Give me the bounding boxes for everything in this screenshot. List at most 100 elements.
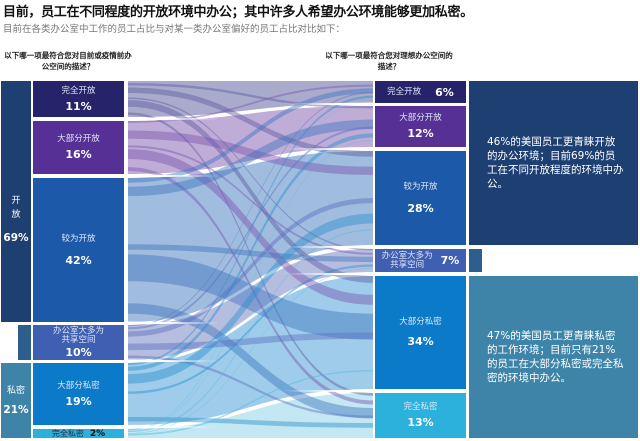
flow-link xyxy=(128,198,373,337)
left-node-fully-private: 完全私密 2% xyxy=(33,428,124,439)
flow-band xyxy=(128,81,373,117)
flow-gap xyxy=(278,102,373,106)
right-node-label-line: 共享空间 xyxy=(390,259,425,270)
flow-link xyxy=(128,140,373,431)
flow-link xyxy=(128,95,373,366)
flow-link xyxy=(128,130,373,175)
left-node-pct: 42% xyxy=(65,253,92,267)
left-node-somewhat-open: 较为开放 42% xyxy=(33,178,124,322)
flow-link xyxy=(128,149,373,305)
left-node-pct: 11% xyxy=(65,99,92,113)
flow-link xyxy=(128,88,373,183)
left-group-open-label: 开 放 xyxy=(11,194,20,222)
left-question: 以下哪一项最符合您对目前或疫情前办公空间的描述？ xyxy=(4,51,132,71)
left-node-label-line: 共享空间 xyxy=(61,334,96,345)
left-node-label: 大部分开放 xyxy=(57,134,100,144)
right-node-pct: 34% xyxy=(407,335,434,348)
flow-link xyxy=(128,92,373,327)
left-group-private: 私密 21% xyxy=(1,363,31,438)
flow-band xyxy=(128,151,373,322)
page-subtitle: 目前在各类办公室中工作的员工占比与对某一类办公室偏好的员工占比对比如下： xyxy=(3,24,346,35)
right-node-label: 完全开放 xyxy=(387,87,422,97)
right-node-label: 大部分私密 xyxy=(399,317,442,327)
left-group-private-pct: 21% xyxy=(3,403,29,416)
flow-link xyxy=(128,416,373,428)
left-node-label: 较为开放 xyxy=(61,233,96,244)
flow-gap xyxy=(278,272,373,276)
flow-band xyxy=(128,276,373,425)
flow-gap xyxy=(278,245,373,249)
left-node-mostly-open: 大部分开放 16% xyxy=(33,121,124,174)
left-node-label: 大部分私密 xyxy=(57,380,100,391)
right-node-label: 办公室大多为 共享空间 xyxy=(381,250,433,270)
right-node-label: 大部分开放 xyxy=(399,113,442,123)
left-node-fully-open: 完全开放 11% xyxy=(33,81,124,117)
left-group-open-label-line: 开 xyxy=(11,196,21,206)
left-node-label: 完全开放 xyxy=(61,85,96,96)
flow-link xyxy=(128,133,373,371)
left-group-open: 开 放 69% xyxy=(1,81,31,322)
left-node-pct: 10% xyxy=(65,345,92,359)
flow-link xyxy=(128,244,373,262)
left-group-private-label: 私密 xyxy=(6,385,25,396)
left-group-shared xyxy=(18,325,31,360)
sankey-flows xyxy=(128,81,373,438)
flow-link xyxy=(128,100,373,283)
right-question: 以下哪一项最符合您对理想办公空间的描述？ xyxy=(325,51,453,71)
left-node-pct: 19% xyxy=(65,394,92,408)
left-group-open-pct: 69% xyxy=(3,232,29,244)
flow-link xyxy=(128,126,373,330)
flow-link xyxy=(128,332,373,351)
flow-gap xyxy=(128,321,223,325)
note-private-text: 47%的美国员工更青睐私密的工作环境；目前只有21%的员工在大部分私密或完全私密… xyxy=(487,330,624,384)
flow-link xyxy=(128,268,373,434)
right-node-mostly-open: 大部分开放 12% xyxy=(375,106,466,147)
note-shared xyxy=(469,249,482,272)
right-node-mostly-private: 大部分私密 34% xyxy=(375,276,466,389)
left-node-label: 完全私密 xyxy=(51,428,84,438)
flow-gap xyxy=(128,117,223,121)
flow-link xyxy=(128,87,373,157)
flow-link xyxy=(128,84,373,123)
flow-link xyxy=(128,254,373,340)
note-open: 46%的美国员工更青睐开放的办公环境；目前69%的员工在不同开放程度的环境中办公… xyxy=(469,81,638,245)
left-node-mostly-private: 大部分私密 19% xyxy=(33,363,124,425)
flow-link xyxy=(128,213,373,384)
left-node-label: 办公室大多为 共享空间 xyxy=(52,325,104,345)
note-open-text: 46%的美国员工更青睐开放的办公环境；目前69%的员工在不同开放程度的环境中办公… xyxy=(487,136,624,190)
flow-link xyxy=(128,83,373,109)
right-node-pct: 28% xyxy=(407,201,434,215)
left-group-open-label-line: 放 xyxy=(11,210,21,220)
flow-link xyxy=(128,370,373,436)
flow-link xyxy=(128,167,373,405)
flow-link xyxy=(128,112,373,396)
right-node-pct: 7% xyxy=(440,254,460,267)
left-node-shared: 办公室大多为 共享空间 10% xyxy=(33,325,124,360)
flow-link xyxy=(128,355,373,418)
flow-link xyxy=(128,145,373,255)
flow-link xyxy=(128,119,373,197)
right-node-label: 较为开放 xyxy=(403,181,438,192)
flow-gap xyxy=(128,359,223,363)
right-node-pct: 12% xyxy=(407,127,434,140)
flow-gap xyxy=(128,174,223,178)
flow-link xyxy=(128,229,373,433)
right-node-pct: 13% xyxy=(407,416,434,429)
flow-link xyxy=(128,99,373,430)
flow-link xyxy=(128,303,373,419)
left-node-pct: 2% xyxy=(89,428,106,439)
flow-gap xyxy=(278,147,373,151)
page-title: 目前，员工在不同程度的开放环境中办公；其中许多人希望办公环境能够更加私密。 xyxy=(3,5,473,20)
flow-gap xyxy=(278,389,373,393)
flow-link xyxy=(128,264,373,394)
right-node-label: 完全私密 xyxy=(403,402,438,412)
flow-link xyxy=(128,97,373,251)
left-node-label-line: 办公室大多为 xyxy=(52,325,104,336)
left-node-pct: 16% xyxy=(65,148,92,161)
right-node-fully-open: 完全开放 6% xyxy=(375,81,466,103)
right-node-fully-private: 完全私密 13% xyxy=(375,393,466,438)
note-private: 47%的美国员工更青睐私密的工作环境；目前只有21%的员工在大部分私密或完全私密… xyxy=(469,276,638,438)
right-node-label-line: 办公室大多为 xyxy=(381,250,433,261)
flow-band xyxy=(128,106,373,174)
right-node-shared: 办公室大多为 共享空间 7% xyxy=(375,249,466,272)
